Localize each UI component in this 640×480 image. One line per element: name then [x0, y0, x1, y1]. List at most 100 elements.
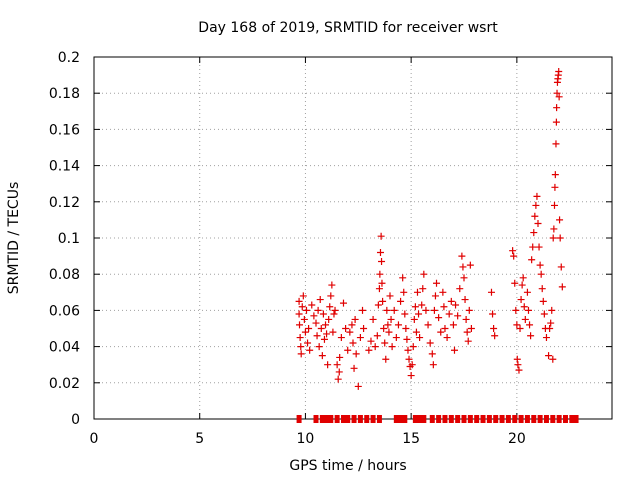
data-point: [520, 303, 528, 311]
data-point: [376, 248, 384, 256]
data-point: [365, 346, 373, 354]
data-point: [517, 296, 525, 304]
data-point: [459, 263, 467, 271]
zero-marker: [518, 415, 524, 423]
data-point: [316, 296, 324, 304]
data-point: [306, 346, 314, 354]
data-point: [383, 306, 391, 314]
data-point: [467, 325, 475, 332]
data-point: [524, 306, 532, 314]
data-point: [299, 292, 307, 300]
data-point: [403, 335, 411, 343]
data-point: [536, 261, 544, 269]
y-tick-label: 0.1: [58, 231, 80, 247]
data-point: [556, 216, 564, 224]
zero-marker: [499, 415, 505, 423]
data-point: [521, 315, 529, 323]
data-point: [555, 93, 563, 101]
data-point: [441, 325, 449, 332]
data-point: [489, 310, 497, 318]
data-point: [548, 306, 556, 314]
data-point: [402, 325, 410, 332]
data-point: [350, 364, 358, 372]
data-point: [516, 325, 524, 332]
zero-marker: [417, 415, 423, 423]
data-point: [463, 328, 471, 336]
data-point: [388, 343, 396, 351]
data-point: [336, 353, 344, 361]
data-point: [514, 361, 522, 369]
data-point: [327, 292, 335, 300]
data-point: [528, 256, 536, 264]
data-point: [295, 297, 303, 305]
data-point: [513, 321, 521, 329]
data-point: [413, 288, 421, 296]
data-point: [558, 283, 566, 291]
data-point: [374, 301, 382, 309]
data-point: [405, 355, 413, 363]
data-point: [418, 301, 426, 309]
data-point: [329, 328, 337, 336]
data-point: [553, 89, 561, 97]
data-point: [443, 334, 451, 342]
zero-marker: [436, 415, 442, 423]
zero-marker: [421, 415, 427, 423]
data-point: [527, 332, 535, 340]
data-point: [519, 274, 527, 282]
data-point: [540, 310, 548, 318]
data-point: [449, 321, 457, 329]
data-point: [553, 104, 561, 112]
data-point: [348, 321, 356, 329]
zero-marker: [455, 415, 461, 423]
data-point: [344, 346, 352, 354]
data-point: [419, 285, 427, 293]
data-point: [349, 339, 357, 347]
data-point: [547, 319, 555, 327]
data-point: [555, 67, 563, 75]
data-point: [510, 252, 518, 260]
data-point: [373, 332, 381, 340]
y-tick-label: 0.06: [49, 303, 80, 319]
data-point: [523, 288, 531, 296]
data-point: [487, 288, 495, 296]
data-point: [537, 270, 545, 278]
x-tick-label: 20: [508, 431, 526, 447]
data-point: [460, 274, 468, 282]
zero-marker: [429, 415, 435, 423]
data-point: [301, 328, 309, 336]
zero-marker: [370, 415, 376, 423]
data-point: [526, 321, 534, 329]
data-point: [529, 243, 537, 251]
zero-marker: [345, 415, 351, 423]
grid: [94, 57, 612, 419]
data-point: [371, 343, 379, 351]
zero-marker: [550, 415, 556, 423]
data-point: [313, 332, 321, 340]
data-point: [491, 332, 499, 340]
data-point: [296, 321, 304, 329]
data-point: [323, 330, 331, 338]
data-points: [295, 67, 579, 423]
zero-marker: [296, 415, 302, 423]
zero-marker: [467, 415, 473, 423]
data-point: [322, 321, 330, 329]
data-point: [407, 372, 415, 380]
data-point: [440, 303, 448, 311]
data-point: [454, 312, 462, 320]
data-point: [335, 368, 343, 376]
data-point: [342, 325, 350, 332]
zero-marker: [412, 415, 418, 423]
data-point: [435, 314, 443, 322]
data-point: [387, 315, 395, 323]
data-point: [378, 258, 386, 266]
data-point: [360, 325, 368, 332]
data-point: [534, 220, 542, 228]
data-point: [394, 321, 402, 329]
zero-marker: [569, 415, 575, 423]
chart-title: Day 168 of 2019, SRMTID for receiver wsr…: [198, 20, 498, 36]
data-point: [512, 306, 520, 314]
zero-marker: [398, 415, 404, 423]
zero-marker: [531, 415, 537, 423]
data-point: [298, 303, 306, 311]
